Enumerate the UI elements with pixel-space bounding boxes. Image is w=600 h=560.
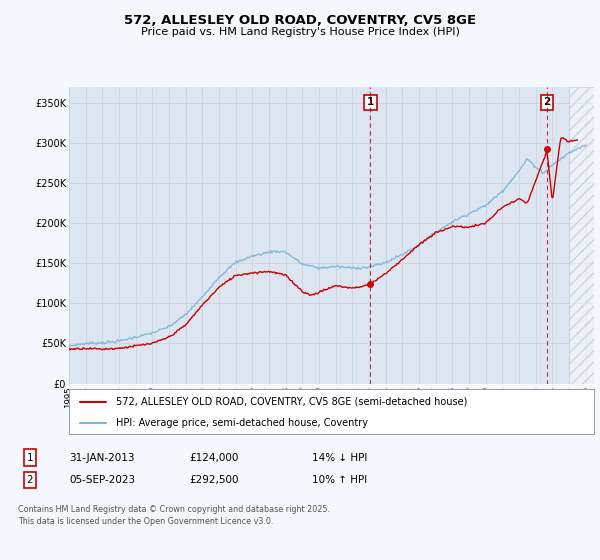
Text: 31-JAN-2013: 31-JAN-2013: [69, 452, 134, 463]
Text: HPI: Average price, semi-detached house, Coventry: HPI: Average price, semi-detached house,…: [116, 418, 368, 428]
Text: 2: 2: [26, 475, 34, 485]
Text: £292,500: £292,500: [189, 475, 239, 485]
Text: Contains HM Land Registry data © Crown copyright and database right 2025.
This d: Contains HM Land Registry data © Crown c…: [18, 505, 330, 526]
Text: 1: 1: [367, 97, 374, 107]
Text: £124,000: £124,000: [189, 452, 238, 463]
Text: 572, ALLESLEY OLD ROAD, COVENTRY, CV5 8GE (semi-detached house): 572, ALLESLEY OLD ROAD, COVENTRY, CV5 8G…: [116, 396, 467, 407]
Text: 14% ↓ HPI: 14% ↓ HPI: [312, 452, 367, 463]
Text: Price paid vs. HM Land Registry's House Price Index (HPI): Price paid vs. HM Land Registry's House …: [140, 27, 460, 37]
Text: 10% ↑ HPI: 10% ↑ HPI: [312, 475, 367, 485]
Text: 2: 2: [543, 97, 550, 107]
Bar: [569, 87, 594, 384]
Text: 05-SEP-2023: 05-SEP-2023: [69, 475, 135, 485]
Text: 1: 1: [26, 452, 34, 463]
Text: 572, ALLESLEY OLD ROAD, COVENTRY, CV5 8GE: 572, ALLESLEY OLD ROAD, COVENTRY, CV5 8G…: [124, 14, 476, 27]
Bar: [569, 87, 594, 384]
